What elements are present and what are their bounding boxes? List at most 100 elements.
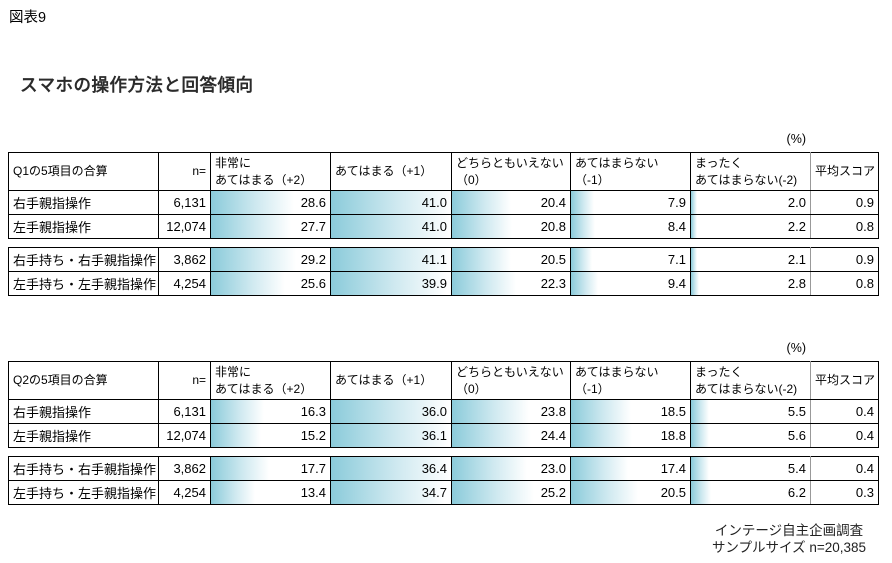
row-label: 左手持ち・左手親指操作	[8, 480, 159, 505]
table-row: 左手親指操作 12,074 15.2 36.1 24.4 18.8 5.6 0.4	[8, 423, 879, 448]
value-cell: 25.2	[451, 480, 571, 505]
table-row: 右手持ち・右手親指操作 3,862 29.2 41.1 20.5 7.1 2.1 0.9	[8, 247, 879, 272]
value-text: 5.4	[787, 461, 806, 476]
value-text: 36.0	[421, 404, 447, 419]
value-text: 41.1	[421, 252, 447, 267]
row-n-value: 4,254	[158, 480, 211, 505]
data-bar	[691, 215, 698, 238]
value-text: 17.7	[300, 461, 326, 476]
score-column-header: 平均スコア	[810, 152, 879, 191]
value-cell: 27.7	[210, 214, 331, 239]
data-bar	[211, 215, 292, 238]
row-label: 右手持ち・右手親指操作	[8, 247, 159, 272]
table-row: 左手親指操作 12,074 27.7 41.0 20.8 8.4 2.2 0.8	[8, 214, 879, 239]
data-bar	[571, 191, 594, 214]
data-bar	[452, 400, 530, 423]
data-bar	[452, 424, 532, 447]
data-bar	[331, 424, 451, 447]
column-header: あてはまる（+1）	[330, 361, 452, 400]
value-cell: 7.1	[570, 247, 691, 272]
column-header-line: どちらともいえない	[456, 156, 564, 171]
row-n-value: 3,862	[158, 456, 211, 481]
value-text: 24.4	[540, 428, 566, 443]
column-header: まったく あてはまらない(-2)	[690, 152, 811, 191]
data-bar	[331, 248, 451, 271]
data-bar	[211, 481, 255, 504]
value-text: 2.8	[787, 276, 806, 291]
data-bar	[452, 457, 527, 480]
value-text: 25.6	[300, 276, 326, 291]
column-header-line: あてはまらない	[575, 156, 659, 171]
value-cell: 8.4	[570, 214, 691, 239]
column-header-line: あてはまる（+1）	[335, 373, 433, 388]
q2-table-group: (%) Q2の5項目の合算 n= 非常に あてはまる（+2） あてはまる（+1） どちらとも…	[8, 341, 879, 541]
data-bar	[571, 457, 628, 480]
value-cell: 17.7	[210, 456, 331, 481]
row-n-value: 6,131	[158, 190, 211, 215]
table-row: 右手持ち・右手親指操作 3,862 17.7 36.4 23.0 17.4 5.4 0.4	[8, 456, 879, 481]
row-n-value: 3,862	[158, 247, 211, 272]
score-cell: 0.4	[810, 399, 879, 424]
value-cell: 41.1	[330, 247, 452, 272]
row-label: 左手親指操作	[8, 423, 159, 448]
data-bar	[691, 400, 709, 423]
value-text: 22.3	[540, 276, 566, 291]
survey-table-main: Q1の5項目の合算 n= 非常に あてはまる（+2） あてはまる（+1） どちらともいえな…	[8, 152, 879, 239]
column-header-line: どちらともいえない	[456, 365, 564, 380]
data-bar	[691, 191, 697, 214]
value-cell: 29.2	[210, 247, 331, 272]
sample-size-line: サンプルサイズ n=20,385	[711, 539, 867, 555]
value-text: 2.2	[787, 219, 806, 234]
data-bar	[571, 400, 632, 423]
value-text: 2.1	[787, 252, 806, 267]
data-bar	[211, 457, 269, 480]
value-cell: 2.2	[690, 214, 811, 239]
value-cell: 24.4	[451, 423, 571, 448]
column-header-line: あてはまる（+2）	[215, 381, 313, 396]
value-cell: 2.8	[690, 271, 811, 296]
score-cell: 0.8	[810, 214, 879, 239]
column-header: まったく あてはまらない(-2)	[690, 361, 811, 400]
q1-table-group: (%) Q1の5項目の合算 n= 非常に あてはまる（+2） あてはまる（+1） どちらとも…	[8, 132, 879, 332]
column-header-line: （0）	[456, 381, 487, 396]
row-n-value: 6,131	[158, 399, 211, 424]
score-cell: 0.9	[810, 190, 879, 215]
value-text: 20.8	[540, 219, 566, 234]
data-bar	[211, 272, 286, 295]
data-bar	[331, 457, 451, 480]
data-bar	[211, 191, 294, 214]
value-cell: 34.7	[330, 480, 452, 505]
value-cell: 5.5	[690, 399, 811, 424]
value-text: 7.9	[667, 195, 686, 210]
score-header-text: 平均スコア	[815, 373, 876, 388]
data-bar	[691, 457, 709, 480]
score-cell: 0.9	[810, 247, 879, 272]
value-text: 5.5	[787, 404, 806, 419]
value-text: 15.2	[300, 428, 326, 443]
data-bar	[571, 248, 592, 271]
value-text: 16.3	[300, 404, 326, 419]
percent-unit-label: (%)	[786, 341, 806, 355]
value-cell: 6.2	[690, 480, 811, 505]
score-cell: 0.3	[810, 480, 879, 505]
value-cell: 25.6	[210, 271, 331, 296]
data-bar	[331, 191, 451, 214]
data-bar	[691, 481, 712, 504]
column-header-line: あてはまらない(-2)	[695, 172, 798, 187]
column-header: 非常に あてはまる（+2）	[210, 361, 331, 400]
survey-table-sub: 右手持ち・右手親指操作 3,862 17.7 36.4 23.0 17.4 5.4 0.4 左手…	[8, 456, 879, 505]
table-row: 右手親指操作 6,131 28.6 41.0 20.4 7.9 2.0 0.9	[8, 190, 879, 215]
column-header: あてはまらない （-1）	[570, 152, 691, 191]
column-header: どちらともいえない （0）	[451, 152, 571, 191]
row-n-value: 4,254	[158, 271, 211, 296]
value-cell: 23.0	[451, 456, 571, 481]
value-text: 23.0	[540, 461, 566, 476]
n-column-header: n=	[158, 152, 211, 191]
data-bar	[211, 424, 261, 447]
source-note: インテージ自主企画調査 サンプルサイズ n=20,385	[698, 523, 880, 557]
data-bar	[571, 215, 596, 238]
value-cell: 18.5	[570, 399, 691, 424]
value-cell: 20.4	[451, 190, 571, 215]
table-title: Q1の5項目の合算	[8, 152, 159, 191]
